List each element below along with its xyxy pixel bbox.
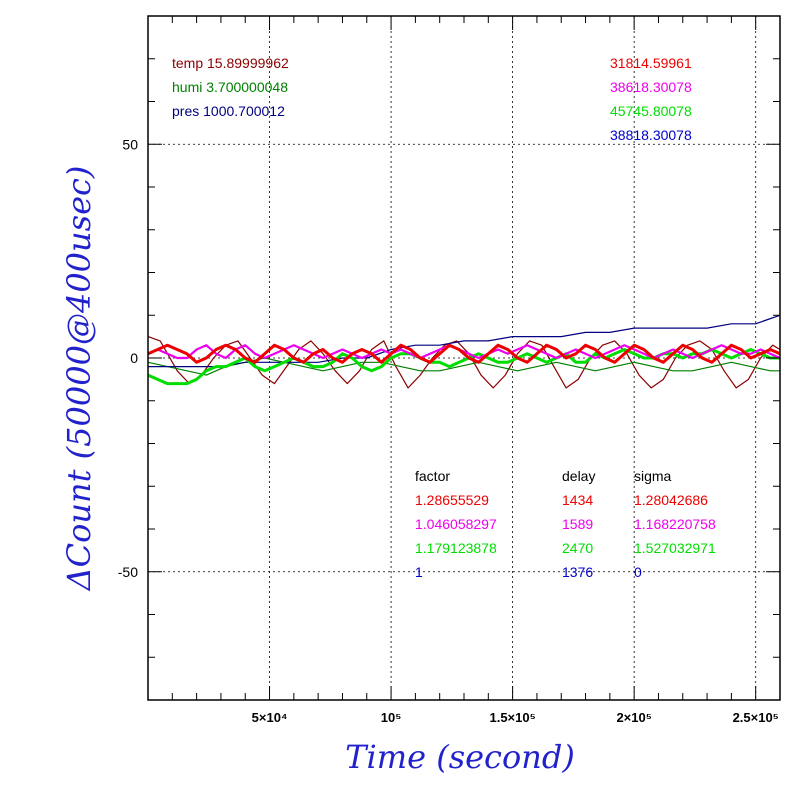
stats-cell: 1376	[562, 564, 593, 580]
series-layer	[147, 314, 781, 389]
stats-cell: 1.28042686	[634, 492, 708, 508]
x-tick-label: 5×10⁴	[252, 710, 288, 725]
count-legend-entry: 38618.30078	[610, 79, 692, 95]
y-tick-label: 50	[122, 136, 138, 152]
count-legend: 31814.59961 38618.30078 45745.80078 38818.3…	[610, 55, 692, 143]
y-tick-label: -50	[118, 564, 138, 580]
y-tick-label: 0	[130, 350, 138, 366]
plot-frame	[147, 15, 781, 701]
stats-cell: 1.168220758	[634, 516, 716, 532]
series-line-1	[147, 357, 780, 376]
tick-labels: 5×10⁴ 10⁵ 1.5×10⁵ 2×10⁵ 2.5×10⁵ 50 0 -50	[118, 136, 779, 725]
count-legend-entry: 38818.30078	[610, 127, 692, 143]
x-tick-label: 1.5×10⁵	[489, 710, 535, 725]
stats-cell: 1.046058297	[415, 516, 497, 532]
env-legend-entry: humi 3.700000048	[172, 79, 288, 95]
y-axis-title: ΔCount (50000@400usec)	[60, 166, 98, 593]
series-line-5	[147, 343, 781, 364]
series-line-4	[147, 344, 781, 360]
stats-header: sigma	[634, 468, 672, 484]
stats-cell: 1	[415, 564, 423, 580]
count-legend-entry: 31814.59961	[610, 55, 692, 71]
x-tick-label: 2×10⁵	[616, 710, 651, 725]
environment-legend: temp 15.89999962 humi 3.700000048 pres 100…	[172, 55, 289, 119]
stats-header: factor	[415, 468, 450, 484]
stats-cell: 2470	[562, 540, 593, 556]
stats-cell: 1.28655529	[415, 492, 489, 508]
stats-cell: 1.527032971	[634, 540, 716, 556]
x-axis-title: Time (second)	[345, 738, 575, 776]
stats-table: factor delay sigma 1.28655529 1434 1.28042686…	[415, 468, 716, 580]
x-tick-label: 10⁵	[381, 710, 402, 725]
series-line-2	[148, 314, 781, 368]
stats-cell: 1434	[562, 492, 593, 508]
count-legend-entry: 45745.80078	[610, 103, 692, 119]
stats-cell: 1589	[562, 516, 593, 532]
env-legend-entry: temp 15.89999962	[172, 55, 289, 71]
stats-header: delay	[562, 468, 595, 484]
x-tick-label: 2.5×10⁵	[733, 710, 779, 725]
env-legend-entry: pres 1000.700012	[172, 103, 285, 119]
stats-cell: 1.179123878	[415, 540, 497, 556]
stats-cell: 0	[634, 564, 642, 580]
series-line-3	[147, 348, 780, 386]
